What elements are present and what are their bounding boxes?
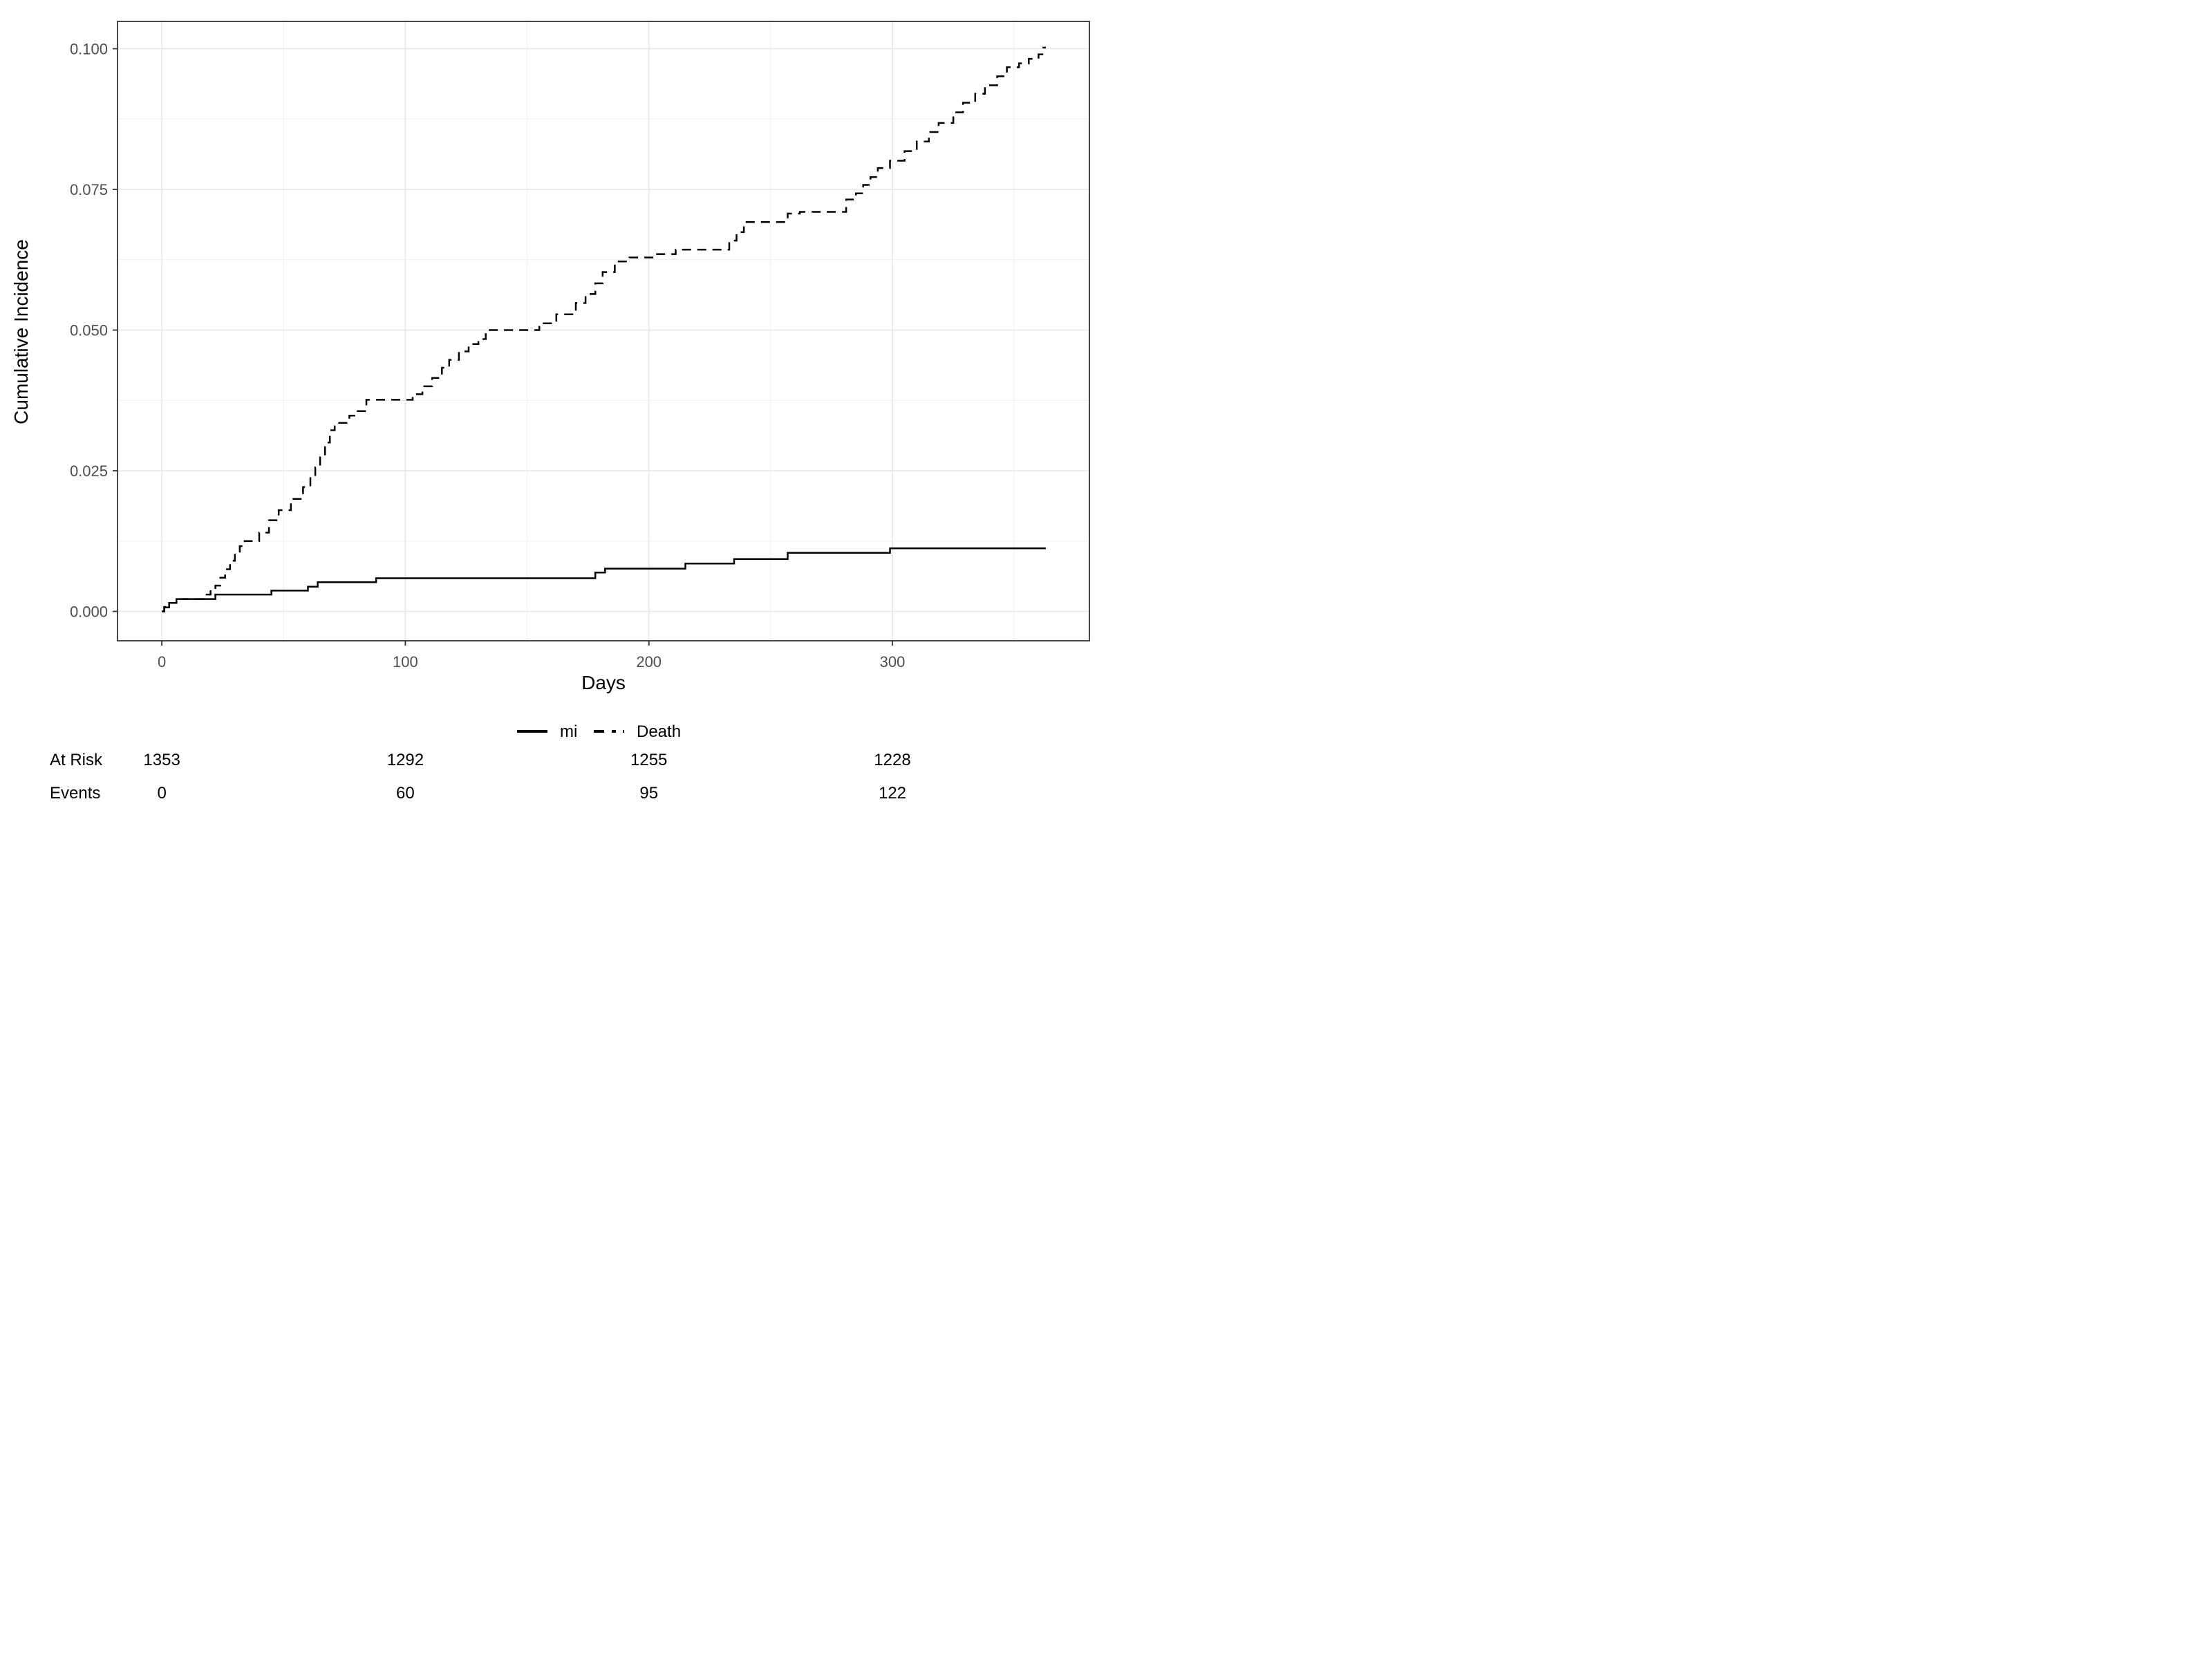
risk-row-label-events: Events xyxy=(50,784,100,803)
series-line-mi xyxy=(162,547,1046,612)
risk-row-label-at-risk: At Risk xyxy=(50,751,103,769)
x-tick-label: 300 xyxy=(880,653,906,671)
tick-layer xyxy=(113,48,893,646)
risk-value-events: 122 xyxy=(879,784,906,803)
risk-value-at-risk: 1292 xyxy=(387,751,424,769)
grid-major-layer xyxy=(118,21,1089,641)
legend: mi Death xyxy=(517,722,681,741)
cumulative-incidence-figure: 0 100 200 300 0.000 0.025 0.050 0.075 0.100 Cumu… xyxy=(0,0,1106,830)
risk-table: At Risk Events 1353 1292 1255 1228 0 60 95 122 xyxy=(50,751,911,803)
risk-row-events-values: 0 60 95 122 xyxy=(157,784,906,803)
legend-item-mi: mi xyxy=(517,722,577,741)
y-axis-title: Cumulative Incidence xyxy=(10,239,32,424)
x-tick-label: 0 xyxy=(158,653,166,671)
y-tick-label: 0.100 xyxy=(70,40,108,57)
y-tick-label: 0.050 xyxy=(70,321,108,339)
risk-row-at-risk-values: 1353 1292 1255 1228 xyxy=(143,751,910,769)
risk-value-events: 0 xyxy=(157,784,166,803)
tick-label-layer: 0 100 200 300 0.000 0.025 0.050 0.075 0.100 xyxy=(70,40,905,671)
x-axis-title: Days xyxy=(581,672,626,693)
risk-value-at-risk: 1353 xyxy=(143,751,180,769)
y-tick-label: 0.075 xyxy=(70,181,108,198)
series-line-death xyxy=(162,46,1046,612)
x-tick-label: 200 xyxy=(636,653,662,671)
x-tick-label: 100 xyxy=(393,653,418,671)
risk-value-at-risk: 1255 xyxy=(630,751,667,769)
legend-item-death: Death xyxy=(594,722,681,741)
plot-svg: 0 100 200 300 0.000 0.025 0.050 0.075 0.100 Cumu… xyxy=(10,21,1090,803)
risk-value-at-risk: 1228 xyxy=(874,751,910,769)
series-layer xyxy=(162,46,1046,612)
grid-minor-layer xyxy=(118,21,1089,641)
y-tick-label: 0.025 xyxy=(70,462,108,480)
legend-label-mi: mi xyxy=(560,722,577,741)
risk-value-events: 60 xyxy=(396,784,415,803)
y-tick-label: 0.000 xyxy=(70,603,108,621)
legend-label-death: Death xyxy=(637,722,681,741)
panel-border xyxy=(117,21,1090,641)
risk-value-events: 95 xyxy=(639,784,658,803)
